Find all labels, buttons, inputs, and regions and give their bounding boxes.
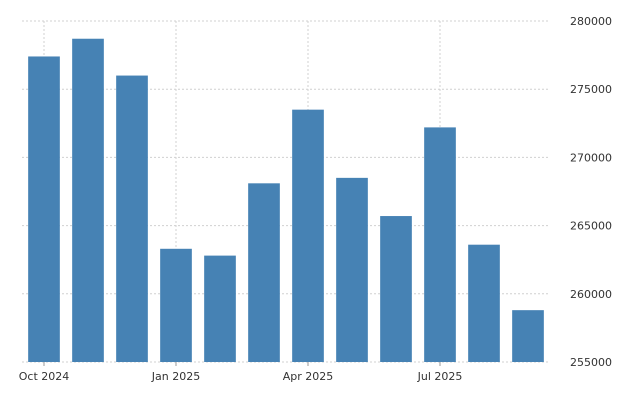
bar-8[interactable] (336, 177, 368, 362)
y-tick-label: 275000 (570, 83, 612, 96)
y-tick-label: 255000 (570, 356, 612, 369)
bar-5[interactable] (204, 255, 236, 362)
bar-9[interactable] (380, 216, 412, 362)
x-tick-label: Jul 2025 (417, 370, 463, 383)
bar-2[interactable] (72, 38, 104, 363)
bar-12[interactable] (512, 310, 544, 362)
x-tick-label: Oct 2024 (19, 370, 70, 383)
bar-7[interactable] (292, 109, 324, 362)
bar-10[interactable] (424, 127, 456, 362)
bars (28, 38, 544, 363)
bar-4[interactable] (160, 248, 192, 362)
y-tick-label: 260000 (570, 288, 612, 301)
y-tick-label: 280000 (570, 15, 612, 28)
x-tick-label: Apr 2025 (283, 370, 334, 383)
y-tick-label: 270000 (570, 151, 612, 164)
bar-6[interactable] (248, 183, 280, 362)
bar-11[interactable] (468, 244, 500, 362)
x-tick-label: Jan 2025 (151, 370, 200, 383)
axes: 255000 260000 265000 270000 275000 280000 Oct … (19, 15, 612, 383)
bar-1[interactable] (28, 56, 60, 363)
bar-3[interactable] (116, 75, 148, 362)
y-tick-label: 265000 (570, 220, 612, 233)
